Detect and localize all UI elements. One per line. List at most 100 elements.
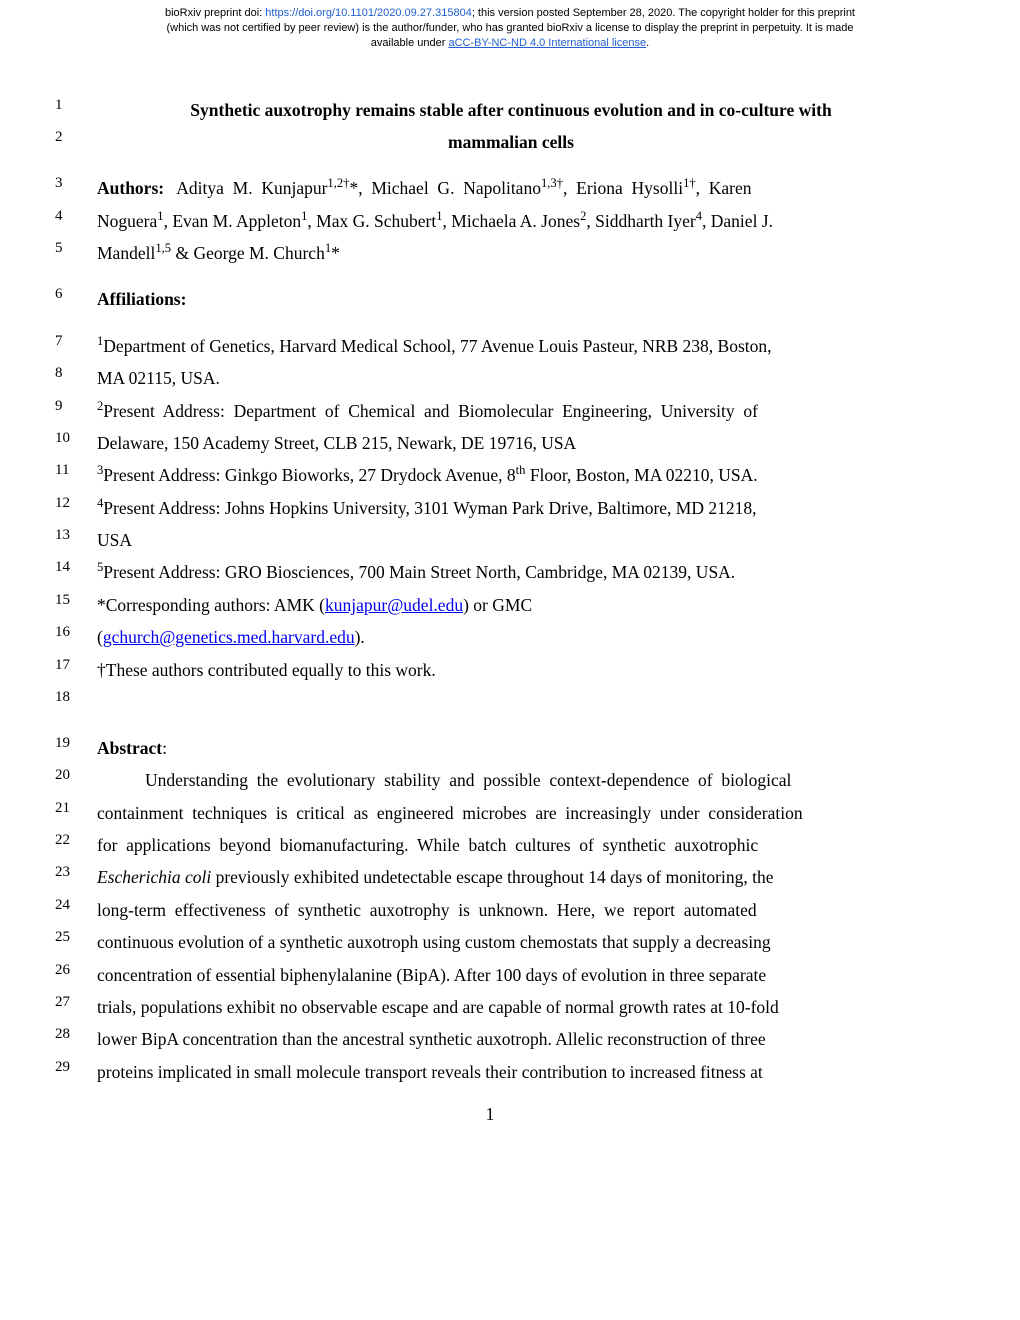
author-text: , Michaela A. Jones <box>443 211 581 231</box>
affil-body: Present Address: Ginkgo Bioworks, 27 Dry… <box>103 465 515 485</box>
line-number: 29 <box>55 1056 97 1076</box>
line-29: 29 proteins implicated in small molecule… <box>55 1056 925 1088</box>
line-number: 16 <box>55 621 97 641</box>
author-text: , Evan M. Appleton <box>164 211 302 231</box>
author-text: Noguera <box>97 211 157 231</box>
author-text: , Daniel J. <box>702 211 773 231</box>
author-text: , Siddharth Iyer <box>586 211 695 231</box>
affil-sup: 1,5 <box>155 241 171 255</box>
line-number: 20 <box>55 764 97 784</box>
line-number: 28 <box>55 1023 97 1043</box>
line-2: 2 mammalian cells <box>55 126 925 158</box>
corr-b: ) or GMC <box>463 595 532 615</box>
line-12: 12 4Present Address: Johns Hopkins Unive… <box>55 492 925 524</box>
author-text: , Max G. Schubert <box>307 211 436 231</box>
line-number: 12 <box>55 492 97 512</box>
author-text: & George M. Church <box>171 243 325 263</box>
line-16: 16 (gchurch@genetics.med.harvard.edu). <box>55 621 925 653</box>
affil-body: Present Address: Johns Hopkins Universit… <box>103 498 756 518</box>
affiliation-text: 3Present Address: Ginkgo Bioworks, 27 Dr… <box>97 459 925 491</box>
title-line-2: mammalian cells <box>97 126 925 158</box>
email-link[interactable]: kunjapur@udel.edu <box>325 595 463 615</box>
line-number: 2 <box>55 126 97 146</box>
line-number: 25 <box>55 926 97 946</box>
license-link[interactable]: aCC-BY-NC-ND 4.0 International license <box>448 37 646 49</box>
line-number: 7 <box>55 330 97 350</box>
abstract-colon: : <box>162 738 167 758</box>
author-text: Mandell <box>97 243 155 263</box>
affiliation-text: Delaware, 150 Academy Street, CLB 215, N… <box>97 427 925 459</box>
line-17: 17 †These authors contributed equally to… <box>55 654 925 686</box>
line-number: 4 <box>55 205 97 225</box>
line-number: 9 <box>55 395 97 415</box>
abstract-heading: Abstract: <box>97 732 925 764</box>
line-number: 14 <box>55 556 97 576</box>
affiliation-text: 1Department of Genetics, Harvard Medical… <box>97 330 925 362</box>
affil-body: Present Address: GRO Biosciences, 700 Ma… <box>103 562 735 582</box>
banner-text-3a: available under <box>371 37 449 49</box>
affiliation-text: 5Present Address: GRO Biosciences, 700 M… <box>97 556 925 588</box>
affiliation-text: USA <box>97 524 925 556</box>
line-5: 5 Mandell1,5 & George M. Church1* <box>55 237 925 269</box>
line-6: 6 Affiliations: <box>55 283 925 315</box>
equal-contrib: †These authors contributed equally to th… <box>97 654 925 686</box>
abstract-body: proteins implicated in small molecule tr… <box>97 1056 925 1088</box>
authors-line: Mandell1,5 & George M. Church1* <box>97 237 925 269</box>
corresponding-text: *Corresponding authors: AMK (kunjapur@ud… <box>97 589 925 621</box>
abstract-body: lower BipA concentration than the ancest… <box>97 1023 925 1055</box>
line-number: 17 <box>55 654 97 674</box>
line-28: 28 lower BipA concentration than the anc… <box>55 1023 925 1055</box>
email-link[interactable]: gchurch@genetics.med.harvard.edu <box>103 627 355 647</box>
line-number: 10 <box>55 427 97 447</box>
author-text: *, Michael G. Napolitano <box>349 178 540 198</box>
line-number: 27 <box>55 991 97 1011</box>
author-text: , Eriona Hysolli <box>563 178 683 198</box>
abstract-label: Abstract <box>97 738 162 758</box>
abstract-body: long-term effectiveness of synthetic aux… <box>97 894 925 926</box>
preprint-banner: bioRxiv preprint doi: https://doi.org/10… <box>0 0 1020 54</box>
line-number: 1 <box>55 94 97 114</box>
line-23: 23 Escherichia coli previously exhibited… <box>55 861 925 893</box>
line-number: 23 <box>55 861 97 881</box>
species-name: Escherichia coli <box>97 867 211 887</box>
author-text: , Karen <box>696 178 752 198</box>
line-27: 27 trials, populations exhibit no observ… <box>55 991 925 1023</box>
line-number: 11 <box>55 459 97 479</box>
ordinal-th: th <box>516 463 526 477</box>
line-1: 1 Synthetic auxotrophy remains stable af… <box>55 94 925 126</box>
affiliation-text: MA 02115, USA. <box>97 362 925 394</box>
page-number: 1 <box>55 1088 925 1125</box>
line-25: 25 continuous evolution of a synthetic a… <box>55 926 925 958</box>
line-number: 15 <box>55 589 97 609</box>
line-number: 6 <box>55 283 97 303</box>
banner-text-2: (which was not certified by peer review)… <box>166 22 853 34</box>
line-21: 21 containment techniques is critical as… <box>55 797 925 829</box>
line-number: 21 <box>55 797 97 817</box>
corresponding-text: (gchurch@genetics.med.harvard.edu). <box>97 621 925 653</box>
abstract-text: previously exhibited undetectable escape… <box>211 867 773 887</box>
corr-b: ). <box>355 627 365 647</box>
line-number: 5 <box>55 237 97 257</box>
line-26: 26 concentration of essential biphenylal… <box>55 959 925 991</box>
affiliation-text: 4Present Address: Johns Hopkins Universi… <box>97 492 925 524</box>
author-text: Aditya M. Kunjapur <box>164 178 327 198</box>
line-20: 20 Understanding the evolutionary stabil… <box>55 764 925 796</box>
abstract-body: Escherichia coli previously exhibited un… <box>97 861 925 893</box>
line-14: 14 5Present Address: GRO Biosciences, 70… <box>55 556 925 588</box>
corr-a: *Corresponding authors: AMK ( <box>97 595 325 615</box>
line-13: 13 USA <box>55 524 925 556</box>
line-number: 26 <box>55 959 97 979</box>
abstract-body: for applications beyond biomanufacturing… <box>97 829 925 861</box>
line-24: 24 long-term effectiveness of synthetic … <box>55 894 925 926</box>
author-text: * <box>331 243 340 263</box>
line-number: 3 <box>55 172 97 192</box>
line-4: 4 Noguera1, Evan M. Appleton1, Max G. Sc… <box>55 205 925 237</box>
line-number: 19 <box>55 732 97 752</box>
line-22: 22 for applications beyond biomanufactur… <box>55 829 925 861</box>
banner-text-1b: ; this version posted September 28, 2020… <box>472 7 855 19</box>
line-15: 15 *Corresponding authors: AMK (kunjapur… <box>55 589 925 621</box>
affil-sup: 1† <box>683 176 696 190</box>
abstract-body: trials, populations exhibit no observabl… <box>97 991 925 1023</box>
doi-link[interactable]: https://doi.org/10.1101/2020.09.27.31580… <box>265 7 472 19</box>
authors-label: Authors: <box>97 178 164 198</box>
